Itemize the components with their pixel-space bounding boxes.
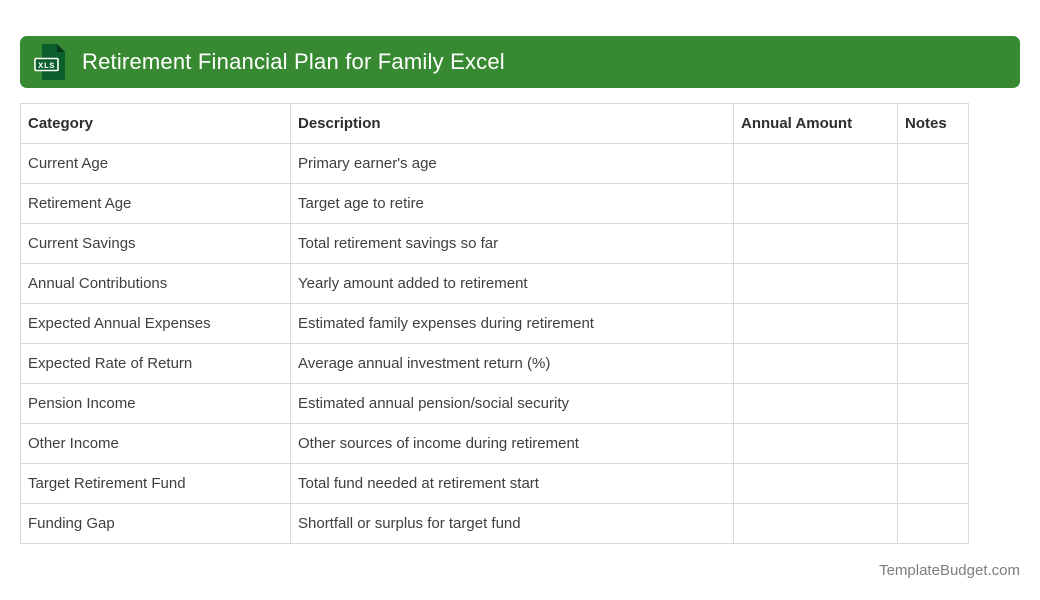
cell-description: Total fund needed at retirement start	[290, 463, 734, 504]
cell-description: Total retirement savings so far	[290, 223, 734, 264]
table-row: Expected Rate of Return Average annual in…	[20, 343, 969, 384]
column-header-notes: Notes	[897, 103, 969, 144]
cell-category: Expected Rate of Return	[20, 343, 291, 384]
cell-annual-amount	[733, 263, 898, 304]
header-bar: XLS Retirement Financial Plan for Family…	[20, 36, 1020, 88]
cell-category: Target Retirement Fund	[20, 463, 291, 504]
plan-table: Category Description Annual Amount Notes…	[20, 103, 969, 544]
cell-notes	[897, 263, 969, 304]
cell-category: Funding Gap	[20, 503, 291, 544]
table-row: Expected Annual Expenses Estimated family…	[20, 303, 969, 344]
cell-annual-amount	[733, 463, 898, 504]
cell-category: Other Income	[20, 423, 291, 464]
cell-notes	[897, 183, 969, 224]
cell-description: Target age to retire	[290, 183, 734, 224]
cell-annual-amount	[733, 343, 898, 384]
xls-file-icon: XLS	[31, 41, 73, 83]
column-header-annual-amount: Annual Amount	[733, 103, 898, 144]
cell-notes	[897, 423, 969, 464]
page-title: Retirement Financial Plan for Family Exc…	[82, 49, 505, 74]
column-header-category: Category	[20, 103, 291, 144]
cell-description: Other sources of income during retiremen…	[290, 423, 734, 464]
table-row: Current Age Primary earner's age	[20, 143, 969, 184]
cell-annual-amount	[733, 183, 898, 224]
cell-category: Current Savings	[20, 223, 291, 264]
cell-annual-amount	[733, 303, 898, 344]
cell-notes	[897, 503, 969, 544]
cell-notes	[897, 223, 969, 264]
column-header-description: Description	[290, 103, 734, 144]
cell-annual-amount	[733, 423, 898, 464]
cell-annual-amount	[733, 383, 898, 424]
cell-description: Estimated family expenses during retirem…	[290, 303, 734, 344]
table-row: Target Retirement Fund Total fund needed …	[20, 463, 969, 504]
cell-description: Shortfall or surplus for target fund	[290, 503, 734, 544]
cell-notes	[897, 383, 969, 424]
xls-icon-label: XLS	[38, 61, 55, 71]
cell-description: Primary earner's age	[290, 143, 734, 184]
table-header-row: Category Description Annual Amount Notes	[20, 103, 969, 144]
cell-category: Annual Contributions	[20, 263, 291, 304]
cell-description: Yearly amount added to retirement	[290, 263, 734, 304]
table-row: Pension Income Estimated annual pension/s…	[20, 383, 969, 424]
cell-description: Average annual investment return (%)	[290, 343, 734, 384]
table-row: Annual Contributions Yearly amount added …	[20, 263, 969, 304]
footer-site-label: TemplateBudget.com	[879, 562, 1020, 579]
cell-description: Estimated annual pension/social security	[290, 383, 734, 424]
cell-annual-amount	[733, 143, 898, 184]
cell-category: Current Age	[20, 143, 291, 184]
cell-notes	[897, 303, 969, 344]
table-body: Current Age Primary earner's age Retiremen…	[20, 143, 969, 544]
cell-notes	[897, 143, 969, 184]
table-row: Funding Gap Shortfall or surplus for targ…	[20, 503, 969, 544]
table-row: Retirement Age Target age to retire	[20, 183, 969, 224]
cell-category: Pension Income	[20, 383, 291, 424]
cell-notes	[897, 343, 969, 384]
cell-category: Retirement Age	[20, 183, 291, 224]
table-row: Other Income Other sources of income duri…	[20, 423, 969, 464]
cell-annual-amount	[733, 223, 898, 264]
table-row: Current Savings Total retirement savings …	[20, 223, 969, 264]
cell-category: Expected Annual Expenses	[20, 303, 291, 344]
cell-notes	[897, 463, 969, 504]
cell-annual-amount	[733, 503, 898, 544]
